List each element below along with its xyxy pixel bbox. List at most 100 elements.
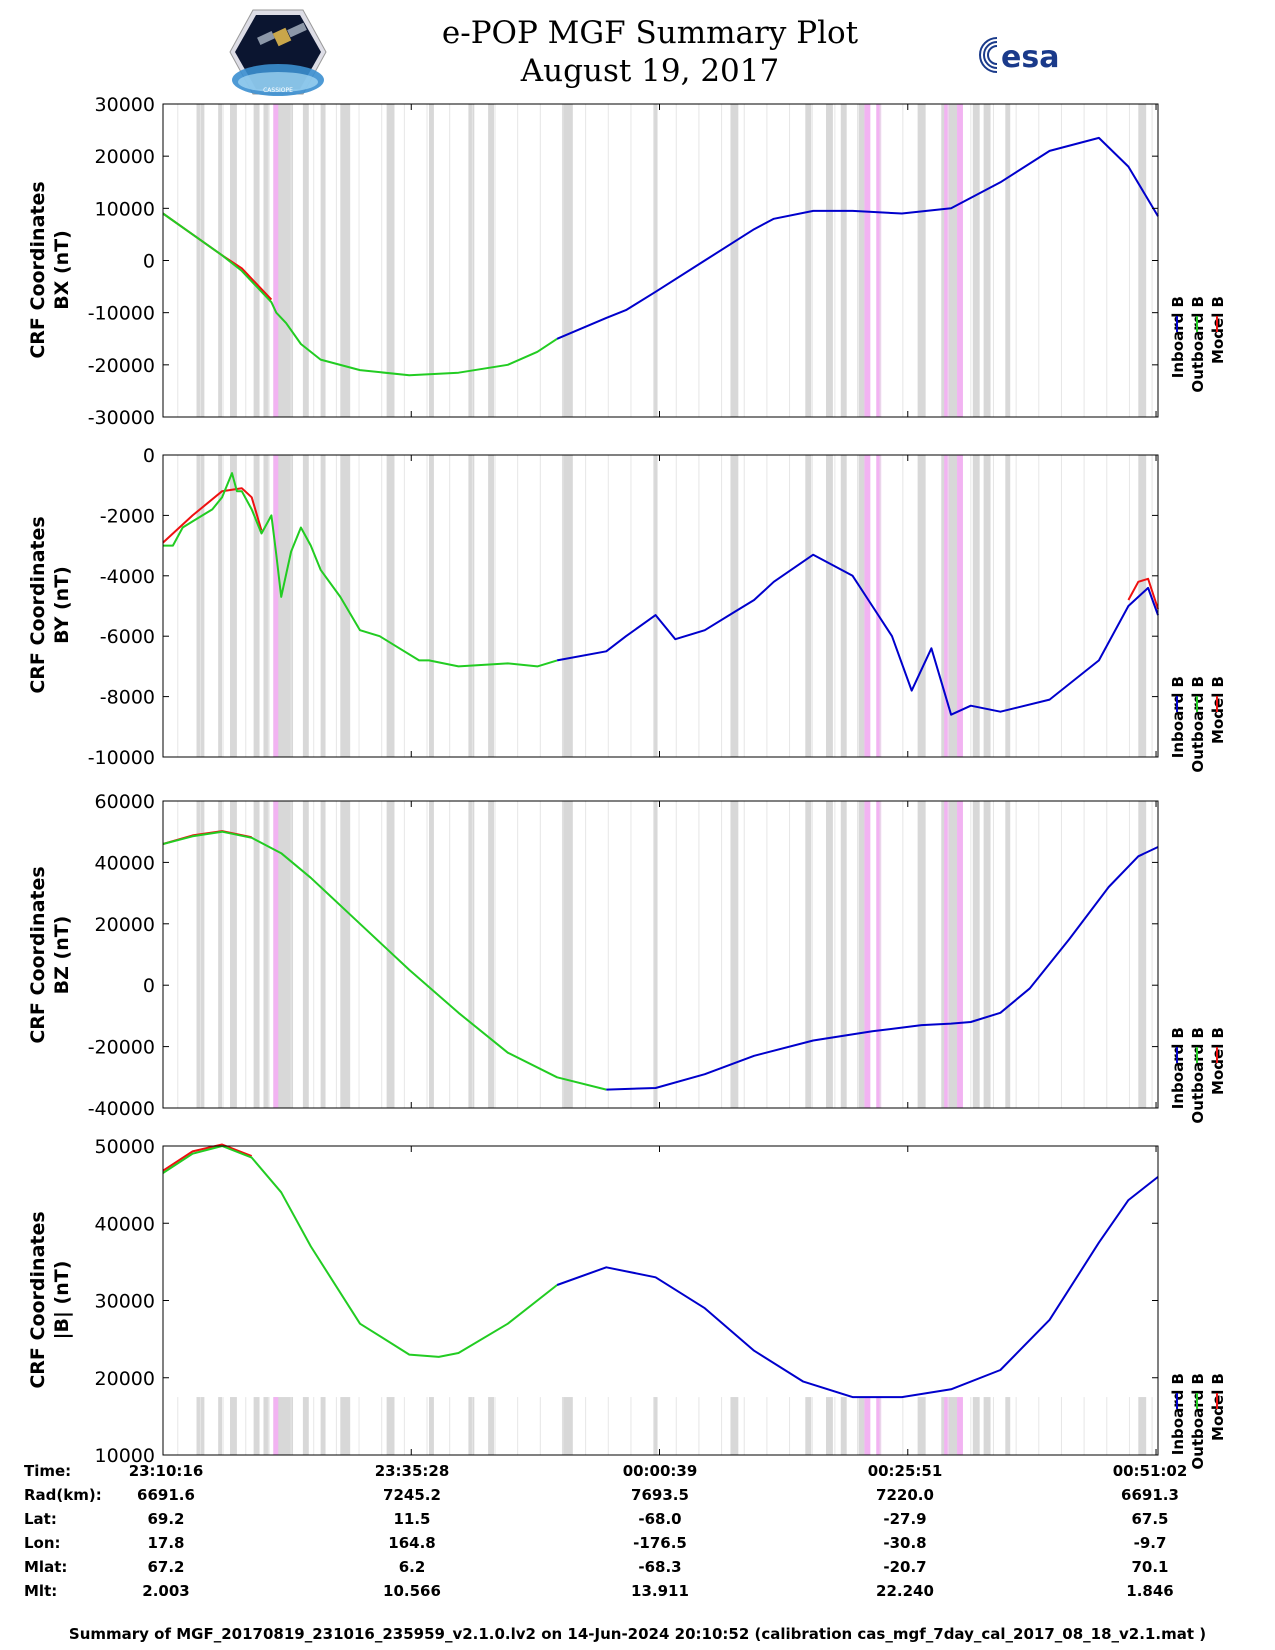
info-time: 00:25:51: [867, 1462, 943, 1480]
gray-band: [917, 801, 926, 1108]
series-outboard-b: [162, 212, 558, 377]
magenta-band: [944, 455, 950, 757]
y-tick-label: 20000: [95, 914, 155, 936]
gray-band: [488, 455, 495, 757]
series-outboard-b: [162, 830, 607, 1091]
gray-band: [805, 455, 812, 757]
info-lat: -27.9: [883, 1510, 927, 1528]
info-mlt: 10.566: [383, 1582, 441, 1600]
gray-band: [1005, 801, 1011, 1108]
legend-label: Inboard B: [1169, 1373, 1187, 1455]
gray-band: [941, 104, 958, 417]
info-mlt: 22.240: [876, 1582, 934, 1600]
magenta-band: [876, 455, 882, 757]
gray-band: [263, 801, 270, 1108]
gray-band: [320, 801, 326, 1108]
magenta-band: [876, 801, 882, 1108]
magenta-band: [957, 104, 963, 417]
magenta-band: [944, 104, 950, 417]
gray-band: [468, 801, 475, 1108]
y-tick-label: -40000: [88, 1098, 155, 1120]
gray-band: [983, 455, 991, 757]
gray-band: [858, 455, 865, 757]
info-rad: 7693.5: [631, 1486, 689, 1504]
info-mlat: 67.2: [147, 1558, 185, 1576]
y-tick-label: 0: [143, 445, 155, 467]
info-rad: 7245.2: [383, 1486, 441, 1504]
gray-band: [561, 104, 573, 417]
y-axis-label-line2: BY (nT): [51, 566, 73, 644]
magenta-band: [944, 801, 950, 1108]
gray-band: [218, 1397, 223, 1455]
gray-band: [1138, 1397, 1147, 1455]
gray-band: [302, 104, 309, 417]
legend-label: Outboard B: [1189, 1027, 1207, 1124]
gray-band: [229, 104, 237, 417]
magenta-band: [944, 1397, 950, 1455]
gray-band: [320, 1397, 326, 1455]
info-label-lon: Lon:: [24, 1534, 61, 1552]
gray-band: [386, 801, 395, 1108]
gray-band: [840, 1397, 847, 1455]
gray-band: [229, 455, 237, 757]
y-axis-label-line1: CRF Coordinates: [27, 1211, 49, 1388]
series-outboard-b: [163, 472, 558, 668]
series-inboard-b: [606, 846, 1159, 1091]
series-model-b: [162, 1143, 253, 1172]
y-tick-label: 20000: [95, 1368, 155, 1390]
gray-band: [488, 104, 495, 417]
info-mlat: -20.7: [883, 1558, 927, 1576]
y-tick-label: -30000: [88, 407, 155, 429]
gray-band: [263, 455, 270, 757]
series-inboard-b: [556, 136, 1159, 340]
gray-band: [386, 104, 395, 417]
y-tick-label: -20000: [88, 355, 155, 377]
magenta-band: [864, 104, 871, 417]
y-tick-label: 50000: [95, 1136, 155, 1158]
gray-band: [561, 455, 573, 757]
gray-band: [253, 801, 260, 1108]
gray-band: [488, 801, 495, 1108]
magenta-band: [864, 1397, 871, 1455]
series-inboard-b: [556, 1176, 1159, 1399]
gray-band: [1005, 1397, 1011, 1455]
gray-band: [1138, 104, 1147, 417]
esa-logo: esa: [979, 37, 1059, 75]
gray-band: [858, 801, 865, 1108]
info-rad: 7220.0: [876, 1486, 934, 1504]
y-tick-label: -2000: [100, 505, 155, 527]
legend-label: Inboard B: [1169, 676, 1187, 758]
info-label-mlat: Mlat:: [24, 1558, 68, 1576]
gray-band: [386, 1397, 395, 1455]
y-tick-label: 10000: [95, 1445, 155, 1467]
gray-band: [253, 455, 260, 757]
magenta-band: [273, 104, 279, 417]
y-tick-label: 0: [143, 251, 155, 273]
series-model-b: [162, 487, 263, 544]
magenta-band: [273, 1397, 279, 1455]
y-axis-label-line2: BX (nT): [51, 230, 73, 310]
magenta-band: [273, 455, 279, 757]
y-tick-label: 40000: [95, 852, 155, 874]
gray-band: [320, 104, 326, 417]
gray-band: [840, 455, 847, 757]
gray-band: [218, 801, 223, 1108]
gray-band: [983, 104, 991, 417]
gray-band: [218, 455, 223, 757]
info-mlt: 1.846: [1126, 1582, 1174, 1600]
cassiope-logo: CASSIOPE: [229, 9, 327, 96]
gray-band: [229, 1397, 237, 1455]
y-tick-label: -10000: [88, 303, 155, 325]
y-tick-label: 20000: [95, 146, 155, 168]
legend-label: Outboard B: [1189, 1373, 1207, 1470]
gray-band: [320, 455, 326, 757]
gray-band: [840, 801, 847, 1108]
gray-band: [428, 1397, 434, 1455]
gray-band: [653, 104, 658, 417]
gray-band: [972, 104, 980, 417]
gray-band: [1138, 455, 1147, 757]
plot-frame: [162, 800, 1159, 1109]
plot-title-line2: August 19, 2017: [520, 53, 780, 89]
info-lon: -176.5: [633, 1534, 687, 1552]
